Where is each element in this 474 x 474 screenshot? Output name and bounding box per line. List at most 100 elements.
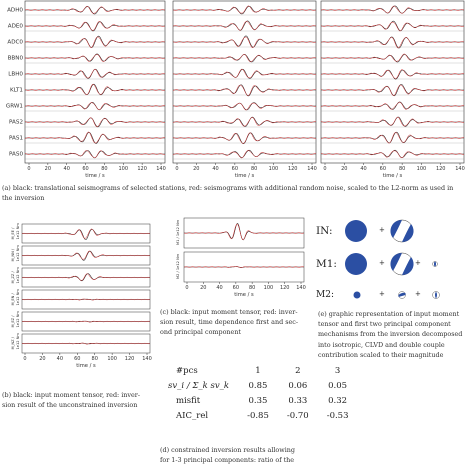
row-label-m1: M1: [316, 258, 337, 270]
inversion-moment-trace [21, 342, 151, 345]
table-header-cell: 3 [334, 365, 341, 376]
beachball-m2-dc [398, 291, 406, 299]
inversion-moment-trace [21, 228, 151, 239]
panel-c-plots: M1 / 1e12 Nm M2 / 1e12 Nm 0 20 40 60 80 100 120 1… [176, 217, 306, 298]
panel-d-caption: (d) constrained inversion results allowi… [160, 445, 320, 465]
input-seismogram [321, 101, 464, 110]
table-header-cell: #pcs [176, 365, 198, 376]
aic-table: #pcs 1 2 3 sv_i / Σ_k sv_k 0.85 0.06 0.0… [168, 363, 353, 423]
noisy-seismogram [24, 5, 166, 14]
plus-sign: + [379, 259, 385, 267]
noisy-seismogram [172, 68, 317, 79]
noisy-seismogram [320, 37, 465, 49]
panel-a-xlabel: time / s [85, 173, 105, 179]
panel-d-caption-line-2: for 1-3 principal components: ratio of t… [160, 456, 295, 465]
panel-c-caption-line-2: sion result, time dependence first and s… [160, 318, 298, 327]
noisy-seismogram [320, 53, 465, 62]
station-label: ADC0 [7, 40, 23, 46]
panel-b-x-tick-label: 80 [92, 356, 98, 362]
table-row: AIC_rel -0.85 -0.70 -0.53 [168, 408, 353, 423]
panel-a-xlabel: time / s [383, 173, 403, 179]
panel-a-x-tick-label: 120 [137, 166, 147, 172]
panel-a-frame [172, 0, 317, 164]
panel-c-xlabel: time / s [234, 292, 254, 298]
station-label: KLT1 [10, 88, 23, 94]
panel-a-caption: (a) black: translational seismograms of … [2, 183, 474, 203]
panel-b-ylabel-unit: 1e12 Nm [16, 333, 20, 350]
panel-b-plots: M_EE /1e12 NmM_NN /1e12 NmM_ZZ /1e12 NmM… [11, 223, 152, 369]
panel-a-x-tick-label: 60 [82, 166, 88, 172]
table-cell: -0.85 [247, 410, 269, 421]
panel-c-x-tick-label: 60 [233, 285, 239, 291]
panel-a-x-tick-label: 100 [269, 166, 279, 172]
row-label-in: IN: [316, 225, 333, 237]
plus-sign: + [415, 290, 421, 298]
plus-sign: + [379, 290, 385, 298]
noisy-seismogram [173, 150, 316, 159]
table-row: sv_i / Σ_k sv_k 0.85 0.06 0.05 [168, 378, 353, 393]
table-header-cell: 1 [255, 365, 261, 376]
noisy-seismogram [24, 21, 166, 31]
panel-a-frame [24, 0, 166, 164]
panel-a-x-tick-label: 140 [156, 166, 166, 172]
panel-b-ylabel-unit: 1e12 Nm [16, 245, 20, 262]
station-label: ADE0 [8, 24, 24, 30]
panel-b-x-tick-label: 120 [125, 356, 135, 362]
panel-a-x-tick-label: 40 [360, 166, 366, 172]
panel-c-caption-line-1: (c) black: input moment tensor, red: inv… [160, 308, 298, 316]
station-label: PAS2 [9, 120, 23, 126]
noisy-seismogram [320, 5, 465, 14]
panel-a-x-tick-label: 120 [288, 166, 298, 172]
panel-b-x-tick-label: 20 [39, 356, 45, 362]
beachball-m1-dc [390, 252, 414, 276]
noisy-seismogram [320, 116, 465, 127]
panel-b-x-tick-label: 40 [57, 356, 63, 362]
table-header-row: #pcs 1 2 3 [168, 363, 353, 378]
noisy-seismogram [321, 150, 464, 159]
panel-c-x-tick-label: 100 [264, 285, 274, 291]
input-seismogram [25, 68, 165, 79]
noisy-seismogram [172, 36, 317, 49]
panel-a-x-tick-label: 60 [232, 166, 238, 172]
panel-a-x-tick-label: 140 [455, 166, 465, 172]
noisy-seismogram [24, 102, 166, 111]
beachball-in-dc [390, 219, 414, 243]
input-seismogram [321, 116, 464, 127]
panel-b-ylabel: M_EE / [11, 227, 15, 240]
noisy-seismogram [24, 150, 166, 158]
table-cell: 0.05 [328, 380, 348, 391]
panel-a-x-tick-label: 20 [45, 166, 51, 172]
noisy-seismogram [172, 54, 317, 63]
noisy-seismogram [320, 84, 465, 96]
row-label-m2: M2: [316, 290, 334, 300]
panel-a-x-tick-label: 0 [27, 166, 30, 172]
inversion-moment-trace [21, 320, 151, 323]
noisy-seismogram [24, 131, 166, 144]
beachball-m1-clvd [432, 261, 438, 267]
panel-b-caption-line-1: (b) black: input moment tensor, red: inv… [2, 391, 141, 399]
input-seismogram [321, 20, 464, 31]
panel-a-x-tick-label: 80 [399, 166, 405, 172]
noisy-seismogram [172, 117, 317, 127]
panel-a-frame [320, 0, 465, 164]
panel-b-xlabel: time / s [76, 363, 96, 369]
panel-b-ylabel-unit: 1e12 Nm [16, 223, 20, 240]
noisy-seismogram [172, 84, 317, 96]
panel-a-x-tick-label: 100 [417, 166, 427, 172]
panel-c-x-tick-label: 140 [296, 285, 306, 291]
beachball-in-iso [345, 220, 367, 242]
panel-a-caption-line-1: (a) black: translational seismograms of … [2, 184, 454, 192]
panel-c-x-tick-label: 120 [280, 285, 290, 291]
input-seismogram [25, 35, 165, 48]
panel-b-x-tick-label: 0 [23, 356, 26, 362]
input-seismogram [173, 5, 316, 15]
station-label: PAS1 [9, 136, 23, 142]
panel-e-caption-line-1: (e) graphic representation of input mome… [318, 310, 460, 318]
station-label: LBH0 [8, 72, 23, 78]
input-seismogram [173, 149, 316, 158]
input-seismogram [173, 132, 316, 144]
table-cell: -0.53 [326, 410, 349, 421]
panel-a-plots: ADH0 ADE0 ADC0 BBN0 LBH0 KLT1 GRW1 PAS2 PAS1 PAS0… [6, 0, 465, 179]
panel-a-x-tick-label: 60 [380, 166, 386, 172]
table-row-label: sv_i / Σ_k sv_k [168, 380, 230, 391]
